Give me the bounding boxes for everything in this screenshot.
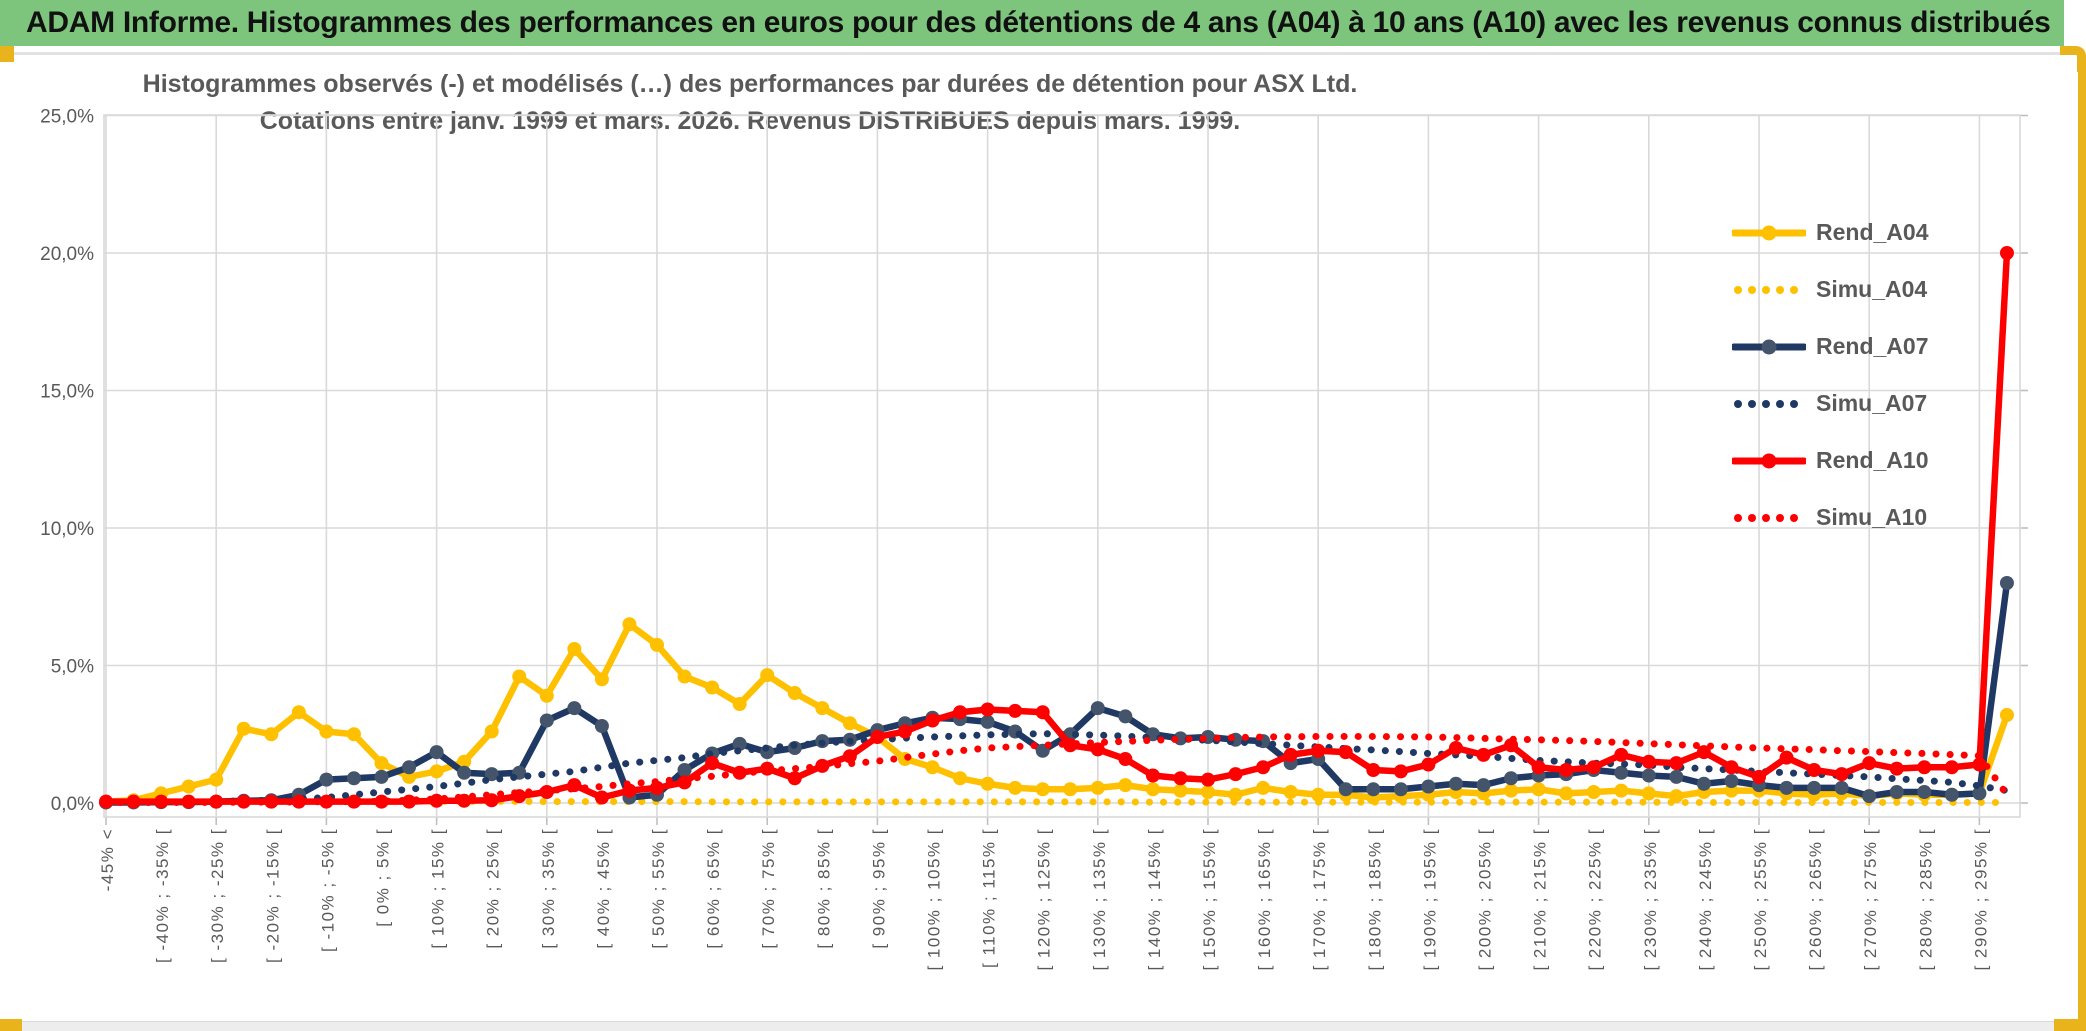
y-tick-label: 5,0% [51, 657, 94, 678]
frame-corner-top-left [0, 46, 14, 62]
bottom-edge-strip [0, 1021, 2086, 1031]
legend-item-Simu_A07[interactable]: Simu_A07 [1732, 375, 1928, 432]
legend-label: Simu_A04 [1816, 276, 1928, 302]
x-tick-label: [ -40% ; -35% [ [153, 828, 172, 963]
x-tick-label: [ 220% ; 225% [ [1586, 828, 1605, 971]
series-Rend_A07 [99, 576, 2014, 810]
y-tick-label: 15,0% [40, 382, 94, 403]
report-title: ADAM Informe. Histogrammes des performan… [26, 6, 2051, 39]
x-tick-label: [ 160% ; 165% [ [1255, 828, 1274, 971]
frame-corner-bottom-left [0, 1019, 22, 1031]
legend-key-Rend_A07 [1732, 339, 1806, 354]
x-tick-label: [ 200% ; 205% [ [1476, 828, 1495, 971]
legend-label: Rend_A07 [1816, 333, 1929, 359]
report-title-bar: ADAM Informe. Histogrammes des performan… [0, 0, 2064, 46]
x-tick-label: [ 170% ; 175% [ [1310, 828, 1329, 971]
chart-title: Histogrammes observés (-) et modélisés (… [100, 66, 1400, 140]
x-tick-label: [ 90% ; 95% [ [869, 828, 888, 949]
x-tick-label: [ 150% ; 155% [ [1200, 828, 1219, 971]
chart-legend: Rend_A04 Simu_A04 Rend_A07 Simu_A07 Rend_A10… [1732, 204, 1928, 546]
x-tick-label: -45% < [98, 828, 117, 891]
x-tick-label: [ 250% ; 255% [ [1751, 828, 1770, 971]
y-axis-labels: 25,0% 20,0% 15,0% 10,0% 5,0% 0,0% [40, 107, 94, 816]
x-tick-label: [ 10% ; 15% [ [429, 828, 448, 949]
legend-key-Rend_A10 [1732, 453, 1806, 468]
x-tick-label: [ 210% ; 215% [ [1531, 828, 1550, 971]
legend-item-Rend_A04[interactable]: Rend_A04 [1732, 204, 1928, 261]
x-tick-label: [ 190% ; 195% [ [1420, 828, 1439, 971]
frame-edge-right [2078, 66, 2086, 1031]
y-tick-label: 0,0% [51, 794, 94, 815]
chart-title-line2: Cotations entre janv. 1999 et mars. 2026… [259, 107, 1241, 135]
x-tick-label: [ 0% ; 5% [ [374, 828, 393, 927]
x-tick-label: [ 100% ; 105% [ [925, 828, 944, 971]
legend-key-Simu_A04 [1734, 285, 1798, 294]
legend-key-Simu_A07 [1734, 399, 1798, 408]
y-tick-label: 20,0% [40, 244, 94, 265]
x-tick-label: [ 270% ; 275% [ [1861, 828, 1880, 971]
legend-key-Rend_A04 [1732, 225, 1806, 240]
legend-label: Rend_A04 [1816, 219, 1929, 245]
legend-item-Rend_A07[interactable]: Rend_A07 [1732, 318, 1928, 375]
y-tick-label: 10,0% [40, 519, 94, 540]
x-tick-label: [ 20% ; 25% [ [484, 828, 503, 949]
x-tick-label: [ 180% ; 185% [ [1365, 828, 1384, 971]
x-tick-label: [ 230% ; 235% [ [1641, 828, 1660, 971]
legend-item-Rend_A10[interactable]: Rend_A10 [1732, 432, 1928, 489]
frame-corner-bottom-right [2054, 1019, 2086, 1031]
x-tick-label: [ 30% ; 35% [ [539, 828, 558, 949]
x-tick-label: [ 80% ; 85% [ [814, 828, 833, 949]
x-tick-label: [ 140% ; 145% [ [1145, 828, 1164, 971]
legend-item-Simu_A04[interactable]: Simu_A04 [1732, 261, 1928, 318]
y-tick-label: 25,0% [40, 107, 94, 128]
x-tick-label: [ 260% ; 265% [ [1806, 828, 1825, 971]
legend-item-Simu_A10[interactable]: Simu_A10 [1732, 489, 1928, 546]
x-tick-label: [ 120% ; 125% [ [1035, 828, 1054, 971]
x-tick-label: [ 130% ; 135% [ [1090, 828, 1109, 971]
divider [6, 52, 2062, 55]
x-tick-label: [ -30% ; -25% [ [208, 828, 227, 963]
legend-label: Rend_A10 [1816, 447, 1929, 473]
legend-key-Simu_A10 [1734, 513, 1798, 522]
legend-label: Simu_A07 [1816, 390, 1928, 416]
x-tick-label: [ 280% ; 285% [ [1916, 828, 1935, 971]
x-tick-label: [ 40% ; 45% [ [594, 828, 613, 949]
x-tick-label: [ 70% ; 75% [ [759, 828, 778, 949]
x-tick-label: [ 60% ; 65% [ [704, 828, 723, 949]
x-axis-labels: -45% < [ -40% ; -35% [ [ -30% ; -25% [ [ -2… [98, 828, 1990, 971]
x-tick-label: [ 240% ; 245% [ [1696, 828, 1715, 971]
x-tick-label: [ 290% ; 295% [ [1971, 828, 1990, 971]
x-tick-label: [ -10% ; -5% [ [318, 828, 337, 952]
legend-label: Simu_A10 [1816, 504, 1928, 530]
frame-corner-top-right [2060, 46, 2086, 72]
x-tick-label: [ 50% ; 55% [ [649, 828, 668, 949]
x-tick-label: [ -20% ; -15% [ [263, 828, 282, 963]
chart-title-line1: Histogrammes observés (-) et modélisés (… [142, 70, 1358, 98]
x-tick-label: [ 110% ; 115% [ [980, 828, 999, 968]
